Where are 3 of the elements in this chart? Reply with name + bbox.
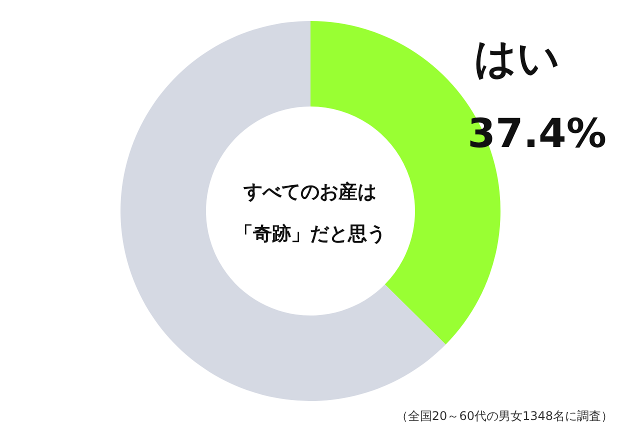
- text: すべてのお産は「奇跡」だと思う: [232, 180, 387, 247]
- slice-label: はい: [474, 33, 560, 82]
- text: （全国20～60代の男女1348名に調査）: [396, 408, 613, 425]
